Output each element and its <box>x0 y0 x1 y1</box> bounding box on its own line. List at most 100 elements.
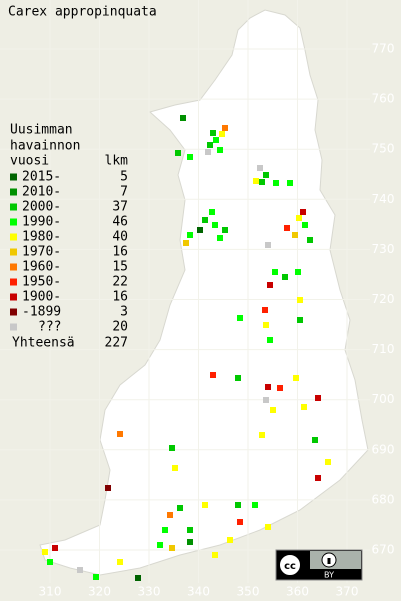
x-tick-label: 360 <box>286 585 309 599</box>
legend-count: 20 <box>112 320 128 335</box>
observation-square <box>167 512 173 518</box>
observation-square <box>187 232 193 238</box>
legend-label: 1990- <box>22 215 61 230</box>
y-tick-label: 740 <box>372 192 395 206</box>
x-tick-label: 310 <box>39 585 62 599</box>
observation-square <box>202 502 208 508</box>
legend-heading: vuosi <box>10 154 49 169</box>
observation-square <box>296 215 302 221</box>
legend-count: 3 <box>120 305 128 320</box>
y-tick-label: 670 <box>372 543 395 557</box>
observation-square <box>52 545 58 551</box>
observation-square <box>117 431 123 437</box>
observation-square <box>227 537 233 543</box>
y-tick-label: 680 <box>372 492 395 506</box>
observation-square <box>262 307 268 313</box>
observation-square <box>202 217 208 223</box>
legend-count: 5 <box>120 170 128 185</box>
y-tick-label: 750 <box>372 142 395 156</box>
observation-square <box>212 552 218 558</box>
observation-square <box>282 274 288 280</box>
observation-square <box>267 282 273 288</box>
observation-square <box>187 154 193 160</box>
legend-count: 46 <box>112 215 128 230</box>
observation-square <box>301 404 307 410</box>
observation-square <box>312 437 318 443</box>
observation-square <box>263 322 269 328</box>
observation-square <box>307 237 313 243</box>
observation-square <box>77 567 83 573</box>
observation-square <box>284 225 290 231</box>
y-tick-label: 720 <box>372 292 395 306</box>
y-tick-label: 770 <box>372 42 395 56</box>
observation-square <box>259 432 265 438</box>
observation-square <box>183 240 189 246</box>
observation-square <box>277 385 283 391</box>
observation-square <box>197 227 203 233</box>
legend-label: 1980- <box>22 230 61 245</box>
y-tick-label: 700 <box>372 392 395 406</box>
observation-square <box>297 317 303 323</box>
observation-square <box>287 180 293 186</box>
observation-square <box>210 130 216 136</box>
observation-square <box>237 315 243 321</box>
observation-square <box>42 549 48 555</box>
observation-square <box>177 505 183 511</box>
legend-label: -1899 <box>22 305 61 320</box>
x-tick-label: 370 <box>336 585 359 599</box>
observation-square <box>263 397 269 403</box>
observation-square <box>210 372 216 378</box>
legend-swatch <box>10 233 17 241</box>
observation-square <box>257 165 263 171</box>
legend-label: 2000- <box>22 200 61 215</box>
observation-square <box>187 527 193 533</box>
legend-swatch <box>10 218 17 226</box>
legend-count-heading: lkm <box>105 154 129 169</box>
observation-square <box>292 232 298 238</box>
observation-square <box>162 527 168 533</box>
legend-total-label: Yhteensä <box>12 336 75 351</box>
observation-square <box>187 539 193 545</box>
y-tick-label: 730 <box>372 242 395 256</box>
legend-heading: havainnon <box>10 139 80 154</box>
legend-swatch <box>10 323 17 331</box>
observation-square <box>180 115 186 121</box>
by-icon-body <box>327 558 331 564</box>
y-tick-label: 710 <box>372 342 395 356</box>
observation-square <box>93 574 99 580</box>
observation-square <box>213 137 219 143</box>
observation-square <box>267 337 273 343</box>
observation-square <box>217 147 223 153</box>
observation-square <box>105 485 111 491</box>
legend-count: 22 <box>112 275 128 290</box>
observation-square <box>300 209 306 215</box>
cc-icon-text: cc <box>284 561 296 572</box>
legend-label: 1950- <box>22 275 61 290</box>
legend-swatch <box>10 308 17 316</box>
observation-square <box>270 407 276 413</box>
observation-square <box>252 502 258 508</box>
observation-square <box>205 149 211 155</box>
observation-square <box>265 524 271 530</box>
legend-swatch <box>10 188 17 196</box>
observation-square <box>175 150 181 156</box>
legend-label: 2010- <box>22 185 61 200</box>
observation-square <box>237 519 243 525</box>
observation-square <box>207 142 213 148</box>
observation-square <box>169 545 175 551</box>
observation-square <box>272 269 278 275</box>
observation-square <box>235 502 241 508</box>
observation-square <box>259 179 265 185</box>
legend-label: 2015- <box>22 170 61 185</box>
observation-square <box>135 575 141 581</box>
observation-square <box>219 131 225 137</box>
badge-label: BY <box>324 571 334 580</box>
x-tick-label: 350 <box>237 585 260 599</box>
observation-square <box>47 559 53 565</box>
observation-square <box>325 459 331 465</box>
observation-square <box>157 542 163 548</box>
observation-square <box>253 178 259 184</box>
legend-count: 16 <box>112 245 128 260</box>
observation-square <box>265 242 271 248</box>
